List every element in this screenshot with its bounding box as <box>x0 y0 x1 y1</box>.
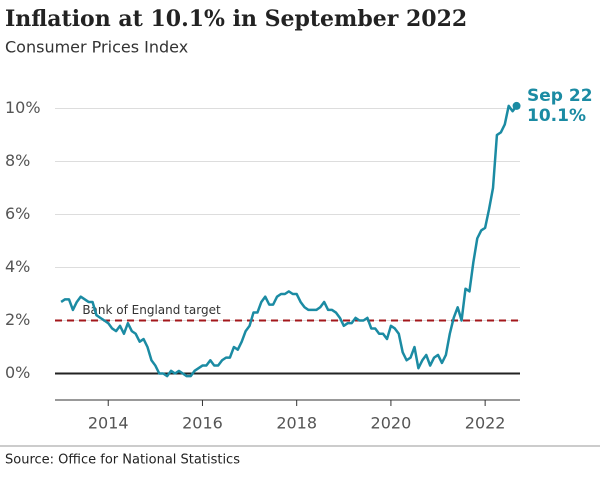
y-tick-label: 6% <box>5 204 30 223</box>
chart-subtitle: Consumer Prices Index <box>5 38 188 57</box>
target-label: Bank of England target <box>82 303 221 317</box>
y-tick-label: 4% <box>5 257 30 276</box>
y-tick-label: 8% <box>5 151 30 170</box>
end-dot <box>512 101 521 110</box>
data-line <box>60 104 518 378</box>
x-tick-label: 2018 <box>276 414 317 433</box>
x-tick-label: 2016 <box>182 414 223 433</box>
end-date: Sep 22 <box>527 86 593 106</box>
x-tick-label: 2020 <box>371 414 412 433</box>
chart-title: Inflation at 10.1% in September 2022 <box>5 6 467 32</box>
y-tick-label: 2% <box>5 310 30 329</box>
source: Source: Office for National Statistics <box>5 453 240 468</box>
y-tick-label: 10% <box>5 98 41 117</box>
end-value: 10.1% <box>527 106 586 126</box>
x-tick-label: 2022 <box>465 414 506 433</box>
x-tick-label: 2014 <box>88 414 129 433</box>
y-tick-label: 0% <box>5 363 30 382</box>
